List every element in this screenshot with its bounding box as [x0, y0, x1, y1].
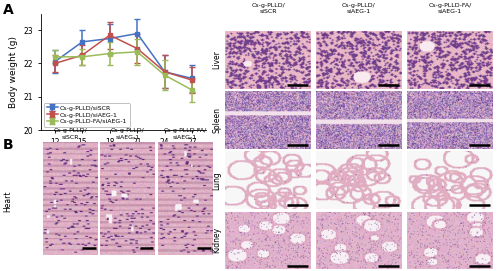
Text: A: A [2, 3, 13, 17]
Text: Cs-g-PLLD/
siAEG-1: Cs-g-PLLD/ siAEG-1 [342, 3, 376, 14]
Text: Spleen: Spleen [212, 107, 221, 133]
Text: Cs-g-PLLD-FA/
siAEG-1: Cs-g-PLLD-FA/ siAEG-1 [164, 128, 206, 140]
Text: Cs-g-PLLD/
siSCR: Cs-g-PLLD/ siSCR [53, 128, 87, 140]
Text: Cs-g-PLLD/
siSCR: Cs-g-PLLD/ siSCR [251, 3, 285, 14]
Y-axis label: Body weight (g): Body weight (g) [9, 36, 18, 108]
Text: Cs-g-PLLD/
siAEG-1: Cs-g-PLLD/ siAEG-1 [110, 128, 144, 140]
Text: Cs-g-PLLD-FA/
siAEG-1: Cs-g-PLLD-FA/ siAEG-1 [428, 3, 472, 14]
Legend: Cs-g-PLLD/siSCR, Cs-g-PLLD/siAEG-1, Cs-g-PLLD-FA/siAEG-1: Cs-g-PLLD/siSCR, Cs-g-PLLD/siAEG-1, Cs-g… [44, 103, 130, 127]
Text: Heart: Heart [3, 191, 12, 212]
Text: Lung: Lung [212, 171, 221, 190]
Text: B: B [2, 138, 13, 152]
Text: Liver: Liver [212, 50, 221, 69]
Text: Kidney: Kidney [212, 227, 221, 253]
X-axis label: Time (d): Time (d) [102, 152, 145, 161]
